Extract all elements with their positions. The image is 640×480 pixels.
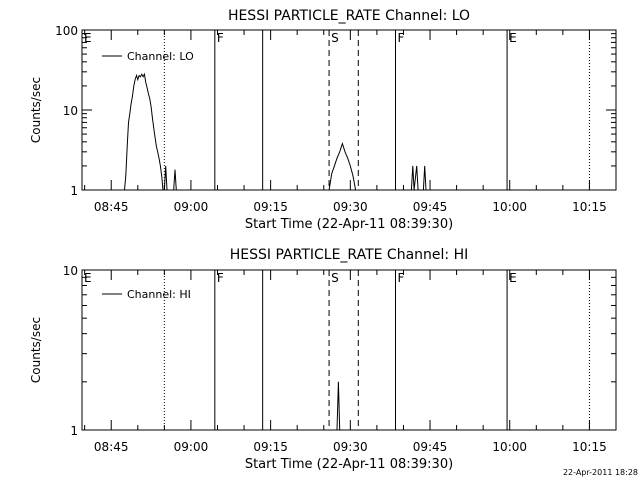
chart-1-x-tick-label: 09:45 — [413, 200, 448, 214]
chart-2-series-line — [336, 381, 341, 431]
chart-1-legend-label: Channel: LO — [127, 50, 194, 63]
chart-1-y-tick-label: 10 — [63, 104, 78, 118]
chart-1-event-label: F — [397, 31, 404, 45]
chart-1-x-tick-label: 10:15 — [572, 200, 607, 214]
chart-2-title: HESSI PARTICLE_RATE Channel: HI — [230, 247, 468, 263]
chart-2-x-tick-label: 09:00 — [174, 440, 209, 454]
chart-1-x-tick-label: 09:15 — [253, 200, 288, 214]
chart-2-event-label: F — [397, 271, 404, 285]
chart-1-series-line — [173, 169, 177, 191]
chart-1-y-tick-label: 100 — [55, 24, 78, 38]
chart-1-series-line — [410, 165, 419, 191]
chart-2-event-label: F — [217, 271, 224, 285]
chart-1-event-label: F — [217, 31, 224, 45]
chart-2-x-tick-label: 08:45 — [94, 440, 129, 454]
chart-1-x-axis-label: Start Time (22-Apr-11 08:39:30) — [245, 217, 453, 232]
chart-2-x-tick-label: 10:00 — [492, 440, 527, 454]
chart-1-event-label: E — [509, 31, 517, 45]
chart-2-event-label: E — [509, 271, 517, 285]
chart-1-series-line — [328, 141, 357, 191]
chart-2-event-label: E — [84, 271, 92, 285]
chart-2-event-label: S — [331, 271, 339, 285]
chart-1-event-label: S — [331, 31, 339, 45]
chart-1-title: HESSI PARTICLE_RATE Channel: LO — [228, 8, 470, 24]
chart-2-x-tick-label: 09:45 — [413, 440, 448, 454]
chart-2-y-axis-label: Counts/sec — [29, 317, 43, 383]
chart-1-x-tick-label: 10:00 — [492, 200, 527, 214]
chart-2-x-tick-label: 09:15 — [253, 440, 288, 454]
chart-1-x-tick-label: 09:30 — [333, 200, 368, 214]
chart-1-series-line — [124, 72, 164, 191]
chart-1-y-tick-label: 1 — [70, 184, 78, 198]
chart-2-x-tick-label: 09:30 — [333, 440, 368, 454]
chart-2-x-axis-label: Start Time (22-Apr-11 08:39:30) — [245, 457, 453, 472]
chart-1-x-tick-label: 09:00 — [174, 200, 209, 214]
chart-2-x-tick-label: 10:15 — [572, 440, 607, 454]
chart-1-series-line — [163, 165, 168, 191]
footer-timestamp: 22-Apr-2011 18:28 — [563, 468, 638, 477]
chart-1-x-tick-label: 08:45 — [94, 200, 129, 214]
chart-2-legend-label: Channel: HI — [127, 288, 191, 301]
chart-1-event-label: E — [84, 31, 92, 45]
chart-2-y-tick-label: 1 — [70, 424, 78, 438]
chart-1-series-line — [422, 165, 427, 191]
chart-1-y-axis-label: Counts/sec — [29, 77, 43, 143]
chart-2-y-tick-label: 10 — [63, 264, 78, 278]
